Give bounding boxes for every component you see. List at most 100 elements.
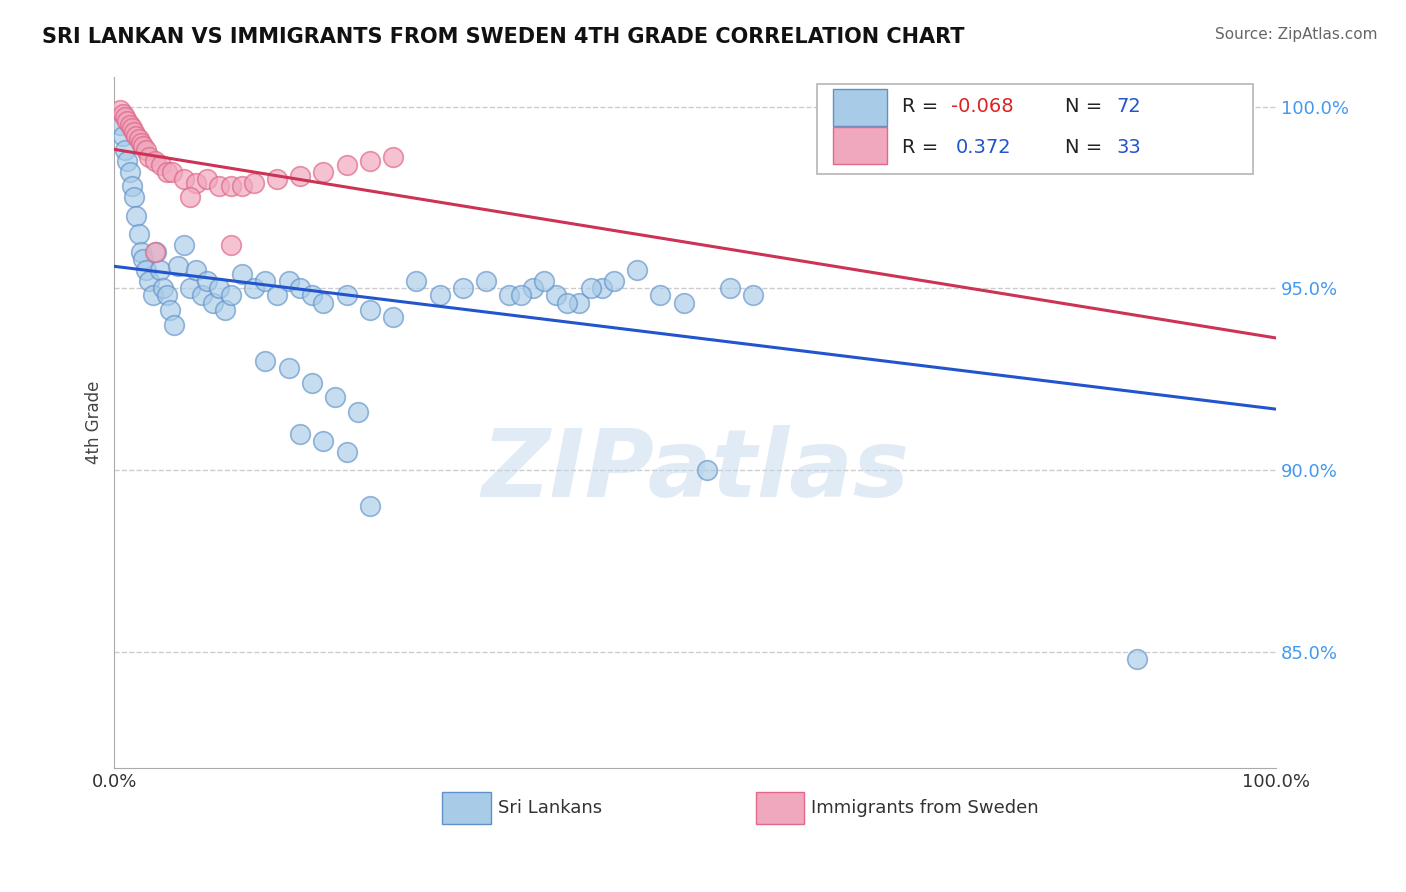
Point	[336, 288, 359, 302]
Point	[156, 165, 179, 179]
Point	[231, 179, 253, 194]
Point	[184, 263, 207, 277]
Point	[115, 154, 138, 169]
Point	[208, 179, 231, 194]
Point	[742, 288, 765, 302]
Point	[208, 281, 231, 295]
Point	[266, 172, 288, 186]
Point	[231, 267, 253, 281]
Point	[544, 288, 567, 302]
Point	[135, 263, 157, 277]
Point	[122, 190, 145, 204]
Point	[254, 354, 277, 368]
FancyBboxPatch shape	[817, 85, 1253, 174]
Point	[557, 295, 579, 310]
Point	[266, 288, 288, 302]
Point	[522, 281, 544, 295]
Point	[125, 209, 148, 223]
Point	[277, 274, 299, 288]
Text: 72: 72	[1116, 97, 1142, 116]
FancyBboxPatch shape	[441, 792, 491, 824]
Point	[382, 310, 405, 325]
Point	[163, 318, 186, 332]
Text: SRI LANKAN VS IMMIGRANTS FROM SWEDEN 4TH GRADE CORRELATION CHART: SRI LANKAN VS IMMIGRANTS FROM SWEDEN 4TH…	[42, 27, 965, 46]
Point	[195, 274, 218, 288]
Point	[152, 281, 174, 295]
Point	[115, 114, 138, 128]
Point	[128, 227, 150, 241]
Text: R =: R =	[901, 138, 945, 157]
Point	[167, 260, 190, 274]
Point	[142, 288, 165, 302]
Point	[650, 288, 672, 302]
Point	[579, 281, 602, 295]
Point	[290, 281, 312, 295]
Point	[159, 303, 181, 318]
Point	[219, 179, 242, 194]
Point	[143, 154, 166, 169]
Point	[312, 434, 335, 448]
Point	[129, 136, 152, 150]
Point	[290, 426, 312, 441]
Point	[277, 361, 299, 376]
Point	[149, 158, 172, 172]
Text: ZIPatlas: ZIPatlas	[481, 425, 910, 517]
Text: Immigrants from Sweden: Immigrants from Sweden	[811, 799, 1039, 817]
Text: 0.372: 0.372	[955, 138, 1011, 157]
Point	[110, 118, 132, 132]
Point	[696, 463, 718, 477]
Point	[111, 128, 134, 143]
Y-axis label: 4th Grade: 4th Grade	[86, 381, 103, 465]
Text: Source: ZipAtlas.com: Source: ZipAtlas.com	[1215, 27, 1378, 42]
Point	[254, 274, 277, 288]
Point	[190, 288, 212, 302]
Point	[718, 281, 741, 295]
Point	[149, 263, 172, 277]
Point	[382, 150, 405, 164]
Text: 33: 33	[1116, 138, 1142, 157]
Point	[122, 125, 145, 139]
Point	[184, 176, 207, 190]
Point	[145, 244, 167, 259]
Point	[626, 263, 648, 277]
Point	[143, 244, 166, 259]
Point	[323, 390, 346, 404]
Point	[162, 165, 184, 179]
Point	[405, 274, 427, 288]
Point	[195, 172, 218, 186]
Text: Sri Lankans: Sri Lankans	[498, 799, 602, 817]
Point	[125, 128, 148, 143]
Point	[173, 237, 195, 252]
Point	[121, 179, 143, 194]
Point	[568, 295, 591, 310]
Point	[138, 150, 160, 164]
Point	[498, 288, 520, 302]
Point	[132, 252, 155, 266]
Point	[179, 190, 201, 204]
Point	[451, 281, 474, 295]
Point	[156, 288, 179, 302]
Point	[301, 376, 323, 390]
FancyBboxPatch shape	[834, 89, 887, 127]
Point	[121, 121, 143, 136]
FancyBboxPatch shape	[834, 128, 887, 164]
Point	[114, 111, 136, 125]
Point	[138, 274, 160, 288]
Point	[1171, 103, 1194, 117]
Point	[429, 288, 451, 302]
Point	[219, 288, 242, 302]
Point	[135, 143, 157, 157]
Point	[603, 274, 626, 288]
Point	[173, 172, 195, 186]
Point	[129, 244, 152, 259]
Text: -0.068: -0.068	[950, 97, 1014, 116]
Point	[336, 158, 359, 172]
Point	[336, 444, 359, 458]
Point	[312, 165, 335, 179]
Point	[111, 107, 134, 121]
Point	[219, 237, 242, 252]
Point	[179, 281, 201, 295]
Point	[290, 169, 312, 183]
Point	[347, 405, 370, 419]
Point	[243, 281, 266, 295]
